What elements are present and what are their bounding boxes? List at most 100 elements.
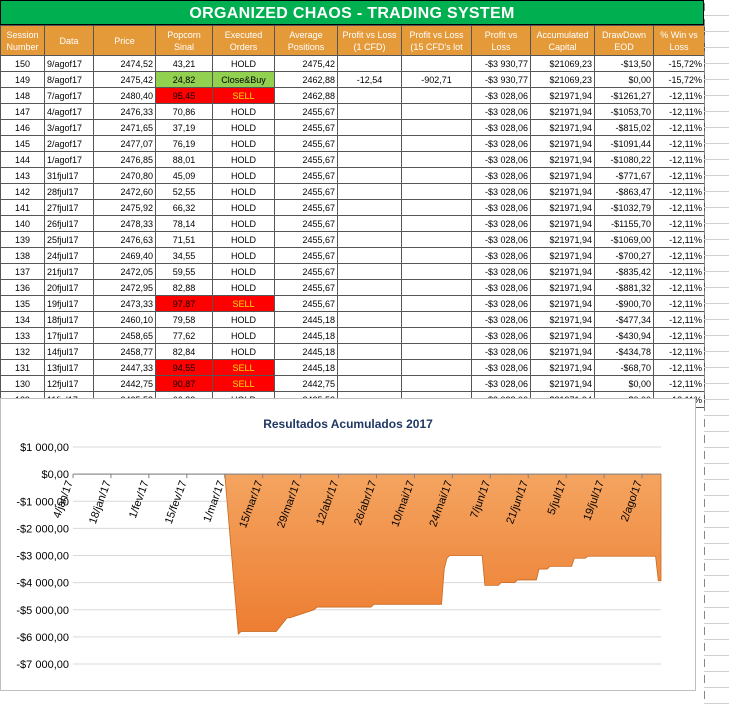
cell-date[interactable]: 2/agof17: [44, 135, 94, 152]
cell-order[interactable]: SELL: [212, 375, 275, 392]
empty-cell[interactable]: [704, 32, 729, 48]
cell-pl-15cfd[interactable]: [401, 183, 472, 200]
cell-session[interactable]: 132: [0, 343, 45, 360]
empty-cell[interactable]: [704, 352, 729, 368]
cell-price[interactable]: 2458,65: [93, 327, 156, 344]
cell-session[interactable]: 130: [0, 375, 45, 392]
cell-average[interactable]: 2455,67: [274, 231, 338, 248]
cell-drawdown[interactable]: -$700,27: [594, 247, 654, 264]
cell-order[interactable]: HOLD: [212, 151, 275, 168]
cell-win[interactable]: -12,11%: [653, 103, 705, 120]
empty-cell[interactable]: [704, 400, 729, 416]
cell-pl-1cfd[interactable]: [337, 359, 402, 376]
cell-price[interactable]: 2473,33: [93, 295, 156, 312]
cell-popcorn[interactable]: 59,55: [155, 263, 213, 280]
empty-cell[interactable]: [704, 480, 729, 496]
empty-cell[interactable]: [704, 272, 729, 288]
cell-pl[interactable]: -$3 028,06: [471, 343, 531, 360]
cell-win[interactable]: -12,11%: [653, 151, 705, 168]
cell-average[interactable]: 2455,67: [274, 167, 338, 184]
cell-order[interactable]: HOLD: [212, 183, 275, 200]
cell-average[interactable]: 2462,88: [274, 71, 338, 88]
cell-average[interactable]: 2445,18: [274, 327, 338, 344]
header-popcorn[interactable]: Popcorn Sinal: [155, 25, 213, 56]
cell-order[interactable]: HOLD: [212, 279, 275, 296]
cell-pl[interactable]: -$3 028,06: [471, 199, 531, 216]
cell-win[interactable]: -12,11%: [653, 247, 705, 264]
cell-pl-15cfd[interactable]: [401, 375, 472, 392]
cell-price[interactable]: 2475,42: [93, 71, 156, 88]
cell-price[interactable]: 2472,95: [93, 279, 156, 296]
cell-session[interactable]: 136: [0, 279, 45, 296]
cell-win[interactable]: -12,11%: [653, 167, 705, 184]
cell-popcorn[interactable]: 95,45: [155, 87, 213, 104]
cell-pl[interactable]: -$3 028,06: [471, 167, 531, 184]
empty-cell[interactable]: [704, 464, 729, 480]
cell-drawdown[interactable]: -$1069,00: [594, 231, 654, 248]
empty-cell[interactable]: [704, 240, 729, 256]
cell-popcorn[interactable]: 97,87: [155, 295, 213, 312]
cell-popcorn[interactable]: 82,84: [155, 343, 213, 360]
cell-price[interactable]: 2474,52: [93, 55, 156, 72]
cell-pl-1cfd[interactable]: [337, 375, 402, 392]
cell-popcorn[interactable]: 34,55: [155, 247, 213, 264]
cell-pl-15cfd[interactable]: [401, 167, 472, 184]
empty-cell[interactable]: [704, 544, 729, 560]
cell-session[interactable]: 138: [0, 247, 45, 264]
cell-price[interactable]: 2460,10: [93, 311, 156, 328]
cell-order[interactable]: HOLD: [212, 215, 275, 232]
cell-pl-1cfd[interactable]: [337, 183, 402, 200]
cell-price[interactable]: 2458,77: [93, 343, 156, 360]
cell-date[interactable]: 28fjul17: [44, 183, 94, 200]
cell-date[interactable]: 4/agof17: [44, 103, 94, 120]
cell-average[interactable]: 2445,18: [274, 311, 338, 328]
empty-cell[interactable]: [704, 16, 729, 32]
cell-capital[interactable]: $21971,94: [530, 215, 595, 232]
cell-drawdown[interactable]: -$1053,70: [594, 103, 654, 120]
cell-pl[interactable]: -$3 028,06: [471, 183, 531, 200]
cell-order[interactable]: HOLD: [212, 103, 275, 120]
cell-price[interactable]: 2476,63: [93, 231, 156, 248]
cell-win[interactable]: -12,11%: [653, 231, 705, 248]
cell-popcorn[interactable]: 37,19: [155, 119, 213, 136]
cell-date[interactable]: 17fjul17: [44, 327, 94, 344]
cell-pl-1cfd[interactable]: [337, 327, 402, 344]
cell-pl-15cfd[interactable]: [401, 263, 472, 280]
cell-order[interactable]: HOLD: [212, 263, 275, 280]
cell-drawdown[interactable]: -$881,32: [594, 279, 654, 296]
cell-drawdown[interactable]: $0,00: [594, 375, 654, 392]
empty-cell[interactable]: [704, 368, 729, 384]
empty-cell[interactable]: [704, 0, 729, 16]
empty-cell[interactable]: [704, 656, 729, 672]
cell-capital[interactable]: $21971,94: [530, 119, 595, 136]
empty-cell[interactable]: [704, 576, 729, 592]
empty-cell[interactable]: [704, 624, 729, 640]
cell-order[interactable]: SELL: [212, 87, 275, 104]
cell-pl-15cfd[interactable]: [401, 55, 472, 72]
cell-pl-1cfd[interactable]: [337, 199, 402, 216]
empty-cell[interactable]: [704, 688, 729, 704]
cell-order[interactable]: HOLD: [212, 311, 275, 328]
empty-cell[interactable]: [704, 144, 729, 160]
cell-session[interactable]: 144: [0, 151, 45, 168]
cell-pl-15cfd[interactable]: [401, 295, 472, 312]
cell-date[interactable]: 9/agof17: [44, 55, 94, 72]
cell-session[interactable]: 142: [0, 183, 45, 200]
cell-pl[interactable]: -$3 028,06: [471, 135, 531, 152]
empty-cell[interactable]: [704, 192, 729, 208]
cell-capital[interactable]: $21971,94: [530, 183, 595, 200]
cell-pl[interactable]: -$3 930,77: [471, 55, 531, 72]
empty-cell[interactable]: [704, 224, 729, 240]
cell-pl[interactable]: -$3 028,06: [471, 247, 531, 264]
cell-average[interactable]: 2455,67: [274, 279, 338, 296]
cell-pl-15cfd[interactable]: [401, 215, 472, 232]
cell-capital[interactable]: $21971,94: [530, 247, 595, 264]
cell-capital[interactable]: $21971,94: [530, 359, 595, 376]
series-area[interactable]: [78, 473, 662, 636]
cell-popcorn[interactable]: 77,62: [155, 327, 213, 344]
cell-popcorn[interactable]: 45,09: [155, 167, 213, 184]
cell-popcorn[interactable]: 76,19: [155, 135, 213, 152]
cell-popcorn[interactable]: 79,58: [155, 311, 213, 328]
cell-win[interactable]: -12,11%: [653, 199, 705, 216]
header-pl-1cfd[interactable]: Profit vs Loss (1 CFD): [337, 25, 402, 56]
